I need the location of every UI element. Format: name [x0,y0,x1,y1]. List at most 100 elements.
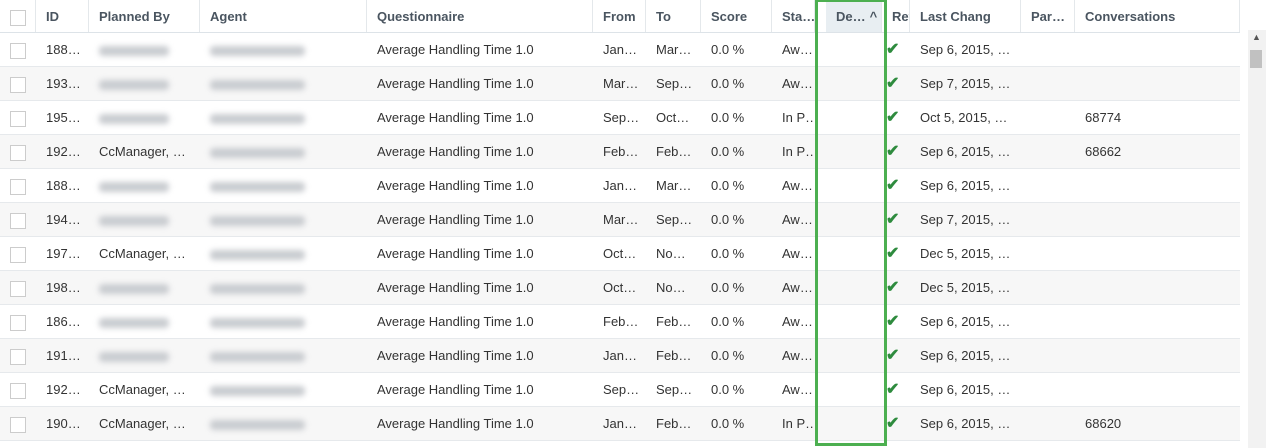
column-header-de[interactable]: De… ^ [826,0,882,32]
row-checkbox[interactable] [10,42,26,59]
column-header-to[interactable]: To [646,0,701,32]
empty-cell [815,101,882,134]
vertical-scrollbar[interactable]: ▲ [1248,30,1266,448]
row-checkbox[interactable] [10,178,26,195]
checkbox-cell [0,271,36,304]
cell-planned-by [89,339,200,372]
cell-from: Jan… [603,42,637,57]
empty-cell [815,135,882,168]
cell-last-change: Sep 6, 2015, … [920,42,1011,57]
table-row[interactable]: 190… CcManager, … Average Handling Time 1.… [0,407,1240,441]
table-row[interactable]: 186… Average Handling Time 1.0 Feb… Feb… 0.0… [0,305,1240,339]
table-row[interactable]: 193… Average Handling Time 1.0 Mar… Sep… 0.0… [0,67,1240,101]
cell-questionnaire: Average Handling Time 1.0 [377,110,534,125]
reviewed-cell: ✔ [882,339,910,372]
cell-agent [200,169,367,202]
scroll-up-icon[interactable]: ▲ [1252,32,1261,42]
table-row[interactable]: 188… Average Handling Time 1.0 Jan… Mar… 0.0… [0,33,1240,67]
cell-status: Aw… [782,314,813,329]
checkbox-cell [0,135,36,168]
column-header-conversations[interactable]: Conversations [1075,0,1240,32]
column-header-rev[interactable]: Rev [882,0,910,32]
cell-status: In P… [782,416,815,431]
cell-conversations [1075,271,1240,304]
redacted-name [99,215,169,226]
row-checkbox[interactable] [10,246,26,263]
cell-to: Sep… [656,76,693,91]
redacted-name [210,45,305,56]
cell-score: 0.0 % [711,144,745,159]
redacted-name [210,283,305,294]
column-header-par[interactable]: Par… [1021,0,1075,32]
empty-cell [815,169,882,202]
row-checkbox[interactable] [10,382,26,399]
cell-conversations: 68662 [1085,144,1122,159]
column-header-id[interactable]: ID [36,0,89,32]
row-checkbox[interactable] [10,314,26,331]
grid-header: ID Planned By Agent Questionnaire From To Scor… [0,0,1240,33]
table-row[interactable]: 191… Average Handling Time 1.0 Jan… Feb… 0.0… [0,339,1240,373]
checkbox-cell [0,407,36,440]
column-header-label: Agent [210,9,247,24]
column-header-sta[interactable]: Sta… [772,0,815,32]
column-header-label: Conversations [1085,9,1176,24]
cell-status: In P… [782,110,815,125]
table-row[interactable]: 197… CcManager, … Average Handling Time 1.… [0,237,1240,271]
reviewed-cell: ✔ [882,203,910,236]
row-checkbox[interactable] [10,76,26,93]
check-icon: ✔ [886,415,900,432]
cell-status: Aw… [782,280,813,295]
cell-last-change: Sep 6, 2015, … [920,348,1011,363]
row-checkbox[interactable] [10,212,26,229]
table-row[interactable]: 198… Average Handling Time 1.0 Oct… No… 0.0 … [0,271,1240,305]
column-header-label: Rev [892,9,909,24]
cell-id: 190… [46,416,81,431]
cell-conversations: 68620 [1085,416,1122,431]
cell-questionnaire: Average Handling Time 1.0 [377,212,534,227]
check-icon: ✔ [886,75,900,92]
cell-status: In P… [782,144,815,159]
redacted-name [99,79,169,90]
cell-from: Sep… [603,382,640,397]
select-all-checkbox[interactable] [10,9,26,26]
redacted-name [210,385,305,396]
column-header-label: Planned By [99,9,170,24]
scrollbar-thumb[interactable] [1250,50,1262,68]
redacted-name [210,317,305,328]
column-header-score[interactable]: Score [701,0,772,32]
table-row[interactable]: 194… Average Handling Time 1.0 Mar… Sep… 0.0… [0,203,1240,237]
cell-agent [200,339,367,372]
sort-ascending-icon[interactable]: ^ [869,9,878,24]
evaluations-grid: ID Planned By Agent Questionnaire From To Scor… [0,0,1240,441]
cell-from: Jan… [603,178,637,193]
cell-questionnaire: Average Handling Time 1.0 [377,382,534,397]
table-row[interactable]: 195… Average Handling Time 1.0 Sep… Oct… 0.0… [0,101,1240,135]
row-checkbox[interactable] [10,110,26,127]
column-header-plannedby[interactable]: Planned By [89,0,200,32]
cell-agent [200,407,367,440]
row-checkbox[interactable] [10,348,26,365]
table-row[interactable]: 192… CcManager, … Average Handling Time 1.… [0,373,1240,407]
row-checkbox[interactable] [10,144,26,161]
cell-planned-by [89,101,200,134]
column-header-questionnaire[interactable]: Questionnaire [367,0,593,32]
checkbox-cell [0,33,36,66]
reviewed-cell: ✔ [882,101,910,134]
cell-to: Feb… [656,144,692,159]
cell-agent [200,373,367,406]
cell-from: Oct… [603,280,637,295]
cell-last-change: Sep 6, 2015, … [920,314,1011,329]
empty-cell [815,203,882,236]
reviewed-cell: ✔ [882,373,910,406]
table-row[interactable]: 192… CcManager, … Average Handling Time 1.… [0,135,1240,169]
column-header-agent[interactable]: Agent [200,0,367,32]
table-row[interactable]: 188… Average Handling Time 1.0 Jan… Mar… 0.0… [0,169,1240,203]
check-icon: ✔ [886,245,900,262]
cell-questionnaire: Average Handling Time 1.0 [377,178,534,193]
cell-planned-by: CcManager, … [99,144,186,159]
column-header-lastchang[interactable]: Last Chang [910,0,1021,32]
column-header-from[interactable]: From [593,0,646,32]
row-checkbox[interactable] [10,416,26,433]
row-checkbox[interactable] [10,280,26,297]
empty-cell [1021,339,1075,372]
